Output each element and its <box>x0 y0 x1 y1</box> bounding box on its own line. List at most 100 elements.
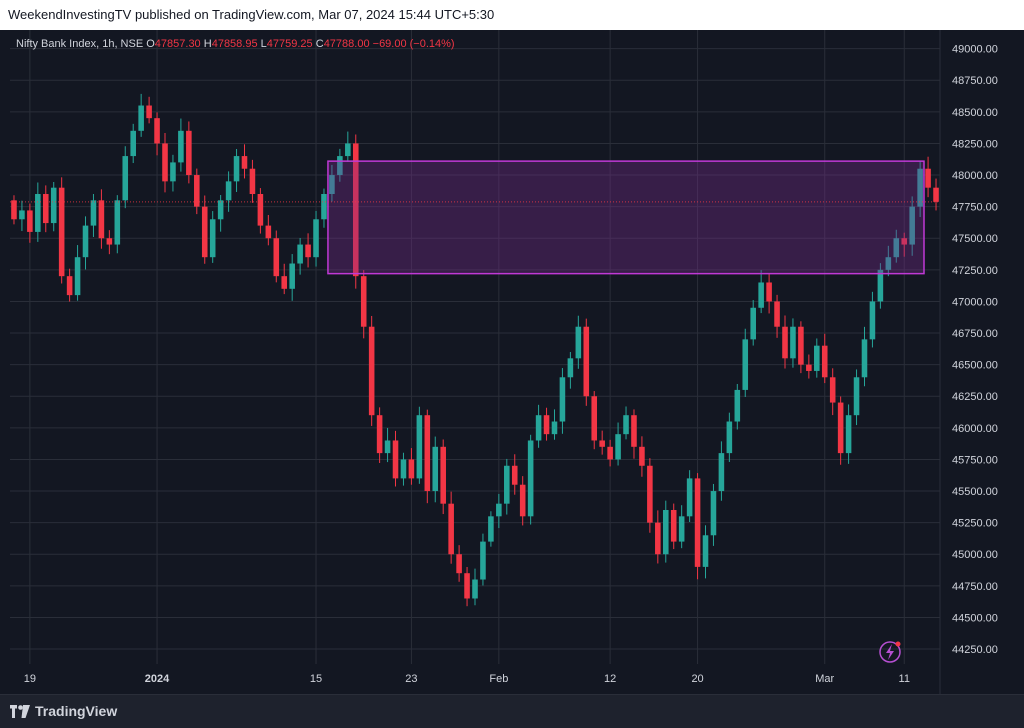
candle-body <box>901 238 908 245</box>
price-chart[interactable]: 49000.00 48750.00 48500.00 48250.00 48000.00… <box>0 30 1024 694</box>
candle-body <box>416 415 423 479</box>
candle-body <box>66 276 73 296</box>
candle-body <box>527 440 534 517</box>
x-tick-label: 12 <box>604 673 616 685</box>
candle-body <box>933 187 939 202</box>
candle-body <box>575 326 582 359</box>
candle-body <box>472 579 478 599</box>
candle-body <box>631 415 637 447</box>
candle-body <box>297 244 303 264</box>
candle-body <box>11 200 17 220</box>
candle-body <box>122 156 129 201</box>
candle-body <box>337 156 343 176</box>
y-tick-label: 46750.00 <box>952 328 998 340</box>
candle-body <box>321 194 327 220</box>
y-tick-label: 47500.00 <box>952 233 998 245</box>
y-tick-label: 48500.00 <box>952 107 998 119</box>
legend-open: 47857.30 <box>154 38 201 50</box>
candle-body <box>607 446 613 460</box>
candle-body <box>519 484 526 517</box>
candle-body <box>798 326 804 365</box>
candle-body <box>742 339 749 390</box>
footer-bar: TradingView <box>0 694 1024 728</box>
publish-text: WeekendInvestingTV published on TradingV… <box>8 7 495 22</box>
tradingview-logo-icon <box>10 704 30 718</box>
candle-body <box>782 326 788 359</box>
candle-body <box>766 282 772 302</box>
candle-body <box>655 522 661 555</box>
candle-body <box>559 377 566 422</box>
candle-body <box>464 573 470 599</box>
alert-lightning-icon[interactable] <box>879 641 901 663</box>
candle-body <box>58 187 65 277</box>
x-tick-label: 19 <box>24 673 36 685</box>
candle-body <box>583 326 590 397</box>
y-tick-label: 44750.00 <box>952 581 998 593</box>
candle-body <box>551 421 558 435</box>
candle-body <box>543 415 550 435</box>
candle-body <box>615 434 621 460</box>
legend-change: −69.00 (−0.14%) <box>372 38 455 50</box>
y-tick-label: 45500.00 <box>952 486 998 498</box>
supply-zone[interactable] <box>327 160 925 275</box>
candle-body <box>639 446 645 466</box>
legend-c-label: C <box>315 38 324 50</box>
candle-body <box>448 503 454 555</box>
candle-body <box>694 478 701 567</box>
y-tick-label: 46250.00 <box>952 391 998 403</box>
candle-body <box>186 130 192 176</box>
candle-body <box>806 364 812 371</box>
y-tick-label: 48250.00 <box>952 138 998 150</box>
candle-body <box>138 105 144 131</box>
x-tick-label: 15 <box>310 673 322 685</box>
candle-body <box>440 446 446 504</box>
candle-body <box>273 238 280 277</box>
x-tick-label: 11 <box>899 673 910 685</box>
candle-body <box>313 219 319 258</box>
y-tick-label: 47250.00 <box>952 265 998 277</box>
candle-body <box>265 225 272 239</box>
tradingview-brand[interactable]: TradingView <box>10 703 117 719</box>
candle-body <box>392 440 399 479</box>
candle-body <box>814 345 820 371</box>
candle-body <box>845 415 852 454</box>
candle-body <box>201 206 208 258</box>
candle-body <box>496 503 502 517</box>
x-tick-label: 20 <box>691 673 703 685</box>
y-tick-label: 48000.00 <box>952 170 998 182</box>
candle-body <box>50 187 57 224</box>
candle-body <box>432 446 439 492</box>
legend-symbol: Nifty Bank Index, 1h, NSE <box>16 38 144 50</box>
candle-body <box>360 276 367 327</box>
candle-body <box>217 200 224 220</box>
legend-h-label: H <box>203 38 212 50</box>
candle-body <box>345 143 351 157</box>
candle-body <box>90 200 97 226</box>
candle-body <box>758 282 764 308</box>
candle-body <box>384 440 391 454</box>
candle-body <box>829 377 836 403</box>
candle-body <box>74 257 81 296</box>
candle-body <box>249 168 256 194</box>
x-tick-label: Feb <box>489 673 508 685</box>
x-tick-label: 23 <box>405 673 417 685</box>
candle-body <box>194 175 200 207</box>
candle-body <box>853 377 860 416</box>
candle-body <box>329 175 335 194</box>
candle-body <box>877 269 884 302</box>
y-tick-label: 49000.00 <box>952 44 998 56</box>
candle-body <box>98 200 105 239</box>
candle-body <box>27 210 33 232</box>
x-tick-label: 2024 <box>145 673 170 685</box>
candle-body <box>241 156 248 169</box>
candle-body <box>257 194 264 226</box>
candle-body <box>19 210 25 220</box>
candle-body <box>893 238 900 258</box>
symbol-legend: Nifty Bank Index, 1h, NSE O47857.30 H478… <box>16 38 455 50</box>
candle-body <box>368 326 375 416</box>
candle-body <box>114 200 121 245</box>
y-tick-label: 46000.00 <box>952 423 998 435</box>
candle-body <box>82 225 89 258</box>
candle-body <box>178 130 184 163</box>
candle-body <box>408 459 415 479</box>
